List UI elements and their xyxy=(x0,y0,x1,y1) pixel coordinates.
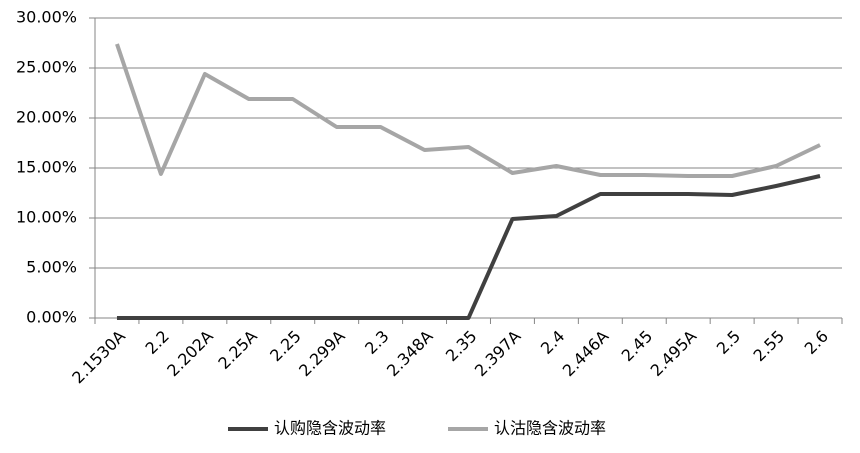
x-tick-label: 2.397A xyxy=(471,327,525,381)
x-tick-label: 2.5 xyxy=(713,327,744,358)
x-tick-label: 2.25 xyxy=(266,327,305,366)
x-tick-label: 2.495A xyxy=(647,327,701,381)
x-tick-label: 2.299A xyxy=(295,327,349,381)
y-tick-label: 10.00% xyxy=(16,208,77,227)
y-tick-label: 15.00% xyxy=(16,158,77,177)
x-tick-label: 2.55 xyxy=(749,327,788,366)
legend-label: 认沽隐含波动率 xyxy=(494,419,606,438)
x-tick-label: 2.4 xyxy=(537,327,568,358)
x-tick-label: 2.35 xyxy=(442,327,481,366)
x-tick-label: 2.348A xyxy=(383,327,437,381)
x-tick-label: 2.45 xyxy=(618,327,657,366)
y-tick-label: 20.00% xyxy=(16,108,77,127)
legend-label: 认购隐含波动率 xyxy=(274,419,386,438)
x-tick-label: 2.2 xyxy=(141,327,172,358)
series-line xyxy=(115,43,821,178)
series-line xyxy=(116,174,821,320)
x-tick-label: 2.446A xyxy=(559,327,613,381)
x-tick-label: 2.3 xyxy=(361,327,392,358)
x-tick-label: 2.1530A xyxy=(68,327,129,388)
x-tick-label: 2.202A xyxy=(163,327,217,381)
y-tick-label: 30.00% xyxy=(16,8,77,27)
x-tick-label: 2.6 xyxy=(801,327,832,358)
x-tick-label: 2.25A xyxy=(214,327,260,373)
y-tick-label: 0.00% xyxy=(26,308,77,327)
y-tick-label: 5.00% xyxy=(26,258,77,277)
y-tick-label: 25.00% xyxy=(16,58,77,77)
